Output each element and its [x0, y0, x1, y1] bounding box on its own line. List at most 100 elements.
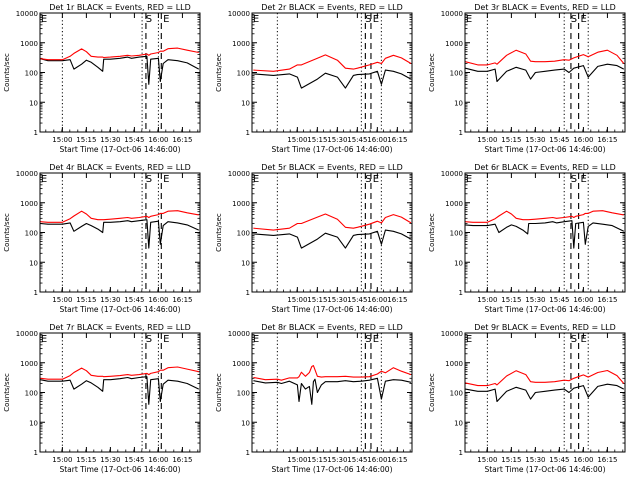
x-axis-label: Start Time (17-Oct-06 14:46:00) [59, 305, 180, 314]
x-tick-label: 15:00 [477, 296, 497, 304]
x-axis-label: Start Time (17-Oct-06 14:46:00) [484, 465, 605, 474]
y-tick-label: 100 [450, 390, 463, 398]
x-tick-label: 16:00 [573, 296, 593, 304]
y-tick-label: 1000 [20, 200, 38, 208]
y-tick-label: 10000 [16, 10, 38, 18]
x-tick-label: 16:15 [172, 296, 192, 304]
lld-series-line [40, 366, 199, 380]
x-tick-label: 16:00 [367, 296, 387, 304]
x-tick-label: 16:00 [148, 136, 168, 144]
x-tick-label: 15:45 [347, 136, 367, 144]
x-tick-label: 16:00 [573, 456, 593, 464]
panel-det-2r: Det 2r BLACK = Events, RED = LLD 1 10 100 10… [215, 3, 413, 154]
plot-frame [251, 332, 413, 453]
panel-det-1r: Det 1r BLACK = Events, RED = LLD 1 10 100 10… [3, 3, 201, 154]
panel-det-6r: Det 6r BLACK = Events, RED = LLD 1 10 100 10… [428, 163, 626, 314]
y-tick-label: 100 [237, 230, 250, 238]
events-series-line [253, 229, 412, 249]
x-tick-label: 15:00 [52, 136, 72, 144]
plot-frame [251, 12, 413, 133]
y-tick-label: 100 [25, 70, 38, 78]
y-axis-label: Counts/sec [215, 53, 223, 92]
x-tick-label: 16:00 [148, 456, 168, 464]
y-tick-label: 10 [454, 419, 463, 427]
events-series-line [465, 63, 625, 83]
x-tick-label: 16:15 [172, 456, 192, 464]
panel-title: Det 5r BLACK = Events, RED = LLD [261, 163, 403, 172]
lld-series-line [253, 213, 412, 231]
plot-frame [39, 172, 201, 293]
lld-series-line [40, 47, 199, 61]
y-tick-label: 10000 [16, 170, 38, 178]
x-tick-label: 15:15 [76, 456, 96, 464]
panel-title: Det 9r BLACK = Events, RED = LLD [474, 323, 616, 332]
x-tick-label: 15:30 [327, 136, 347, 144]
x-tick-label: 15:15 [501, 456, 521, 464]
x-tick-label: 15:45 [124, 296, 144, 304]
y-tick-label: 1000 [445, 360, 463, 368]
lld-series-line [465, 210, 624, 223]
x-tick-label: 15:00 [287, 456, 307, 464]
y-tick-label: 1 [459, 129, 463, 137]
panel-det-5r: Det 5r BLACK = Events, RED = LLD 1 10 100 10… [215, 163, 413, 314]
plot-frame [464, 12, 626, 133]
panel-title: Det 6r BLACK = Events, RED = LLD [474, 163, 616, 172]
edge-marker-label: E [466, 334, 472, 345]
y-tick-label: 1000 [232, 200, 250, 208]
plot-frame [39, 12, 201, 133]
y-tick-label: 1000 [232, 360, 250, 368]
x-tick-label: 15:30 [100, 296, 120, 304]
y-axis-label: Counts/sec [428, 53, 436, 92]
events-series-line [465, 220, 625, 249]
edge-marker-label: E [41, 334, 47, 345]
plot-frame [464, 172, 626, 293]
e-marker-label: E [373, 174, 379, 185]
y-axis-label: Counts/sec [428, 373, 436, 412]
y-axis-label: Counts/sec [215, 213, 223, 252]
panel-det-8r: Det 8r BLACK = Events, RED = LLD 1 10 100 10… [215, 323, 413, 474]
y-tick-label: 1 [34, 449, 38, 457]
y-tick-label: 10 [29, 99, 38, 107]
x-tick-label: 15:45 [124, 456, 144, 464]
y-tick-label: 100 [237, 390, 250, 398]
x-tick-label: 15:00 [52, 456, 72, 464]
x-axis-label: Start Time (17-Oct-06 14:46:00) [484, 145, 605, 154]
x-tick-label: 16:00 [148, 296, 168, 304]
s-marker-label: S [571, 334, 577, 345]
x-tick-label: 15:00 [477, 136, 497, 144]
x-tick-label: 15:30 [525, 136, 545, 144]
y-axis-label: Counts/sec [3, 53, 11, 92]
e-marker-label: E [163, 174, 169, 185]
edge-marker-label: E [253, 174, 259, 185]
x-tick-label: 16:00 [573, 136, 593, 144]
s-marker-label: S [146, 14, 152, 25]
e-marker-label: E [163, 14, 169, 25]
events-series-line [253, 377, 412, 405]
x-tick-label: 15:00 [477, 456, 497, 464]
y-tick-label: 1000 [20, 360, 38, 368]
s-marker-label: S [365, 334, 371, 345]
y-tick-label: 1000 [445, 40, 463, 48]
lld-series-line [465, 49, 625, 66]
e-marker-label: E [163, 334, 169, 345]
y-axis-label: Counts/sec [428, 213, 436, 252]
y-tick-label: 100 [25, 230, 38, 238]
x-tick-label: 15:15 [501, 296, 521, 304]
x-tick-label: 15:15 [76, 136, 96, 144]
edge-marker-label: E [466, 14, 472, 25]
edge-marker-label: E [253, 334, 259, 345]
x-tick-label: 15:45 [549, 136, 569, 144]
plot-frame [464, 332, 626, 453]
x-axis-label: Start Time (17-Oct-06 14:46:00) [59, 465, 180, 474]
panel-det-4r: Det 4r BLACK = Events, RED = LLD 1 10 100 10… [3, 163, 201, 314]
x-tick-label: 15:00 [287, 136, 307, 144]
y-tick-label: 10 [29, 419, 38, 427]
y-tick-label: 1 [246, 129, 250, 137]
y-tick-label: 1000 [20, 40, 38, 48]
s-marker-label: S [571, 14, 577, 25]
x-tick-label: 15:30 [327, 296, 347, 304]
x-axis-label: Start Time (17-Oct-06 14:46:00) [271, 145, 392, 154]
y-tick-label: 10 [454, 99, 463, 107]
events-series-line [40, 55, 200, 85]
